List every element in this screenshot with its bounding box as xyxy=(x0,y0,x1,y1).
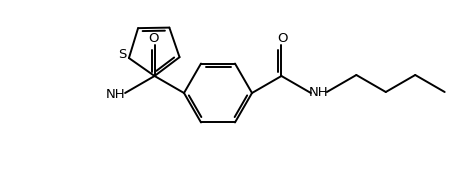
Text: O: O xyxy=(148,32,159,45)
Text: S: S xyxy=(118,48,126,61)
Text: O: O xyxy=(277,32,288,45)
Text: NH: NH xyxy=(309,87,329,100)
Text: NH: NH xyxy=(105,87,125,100)
